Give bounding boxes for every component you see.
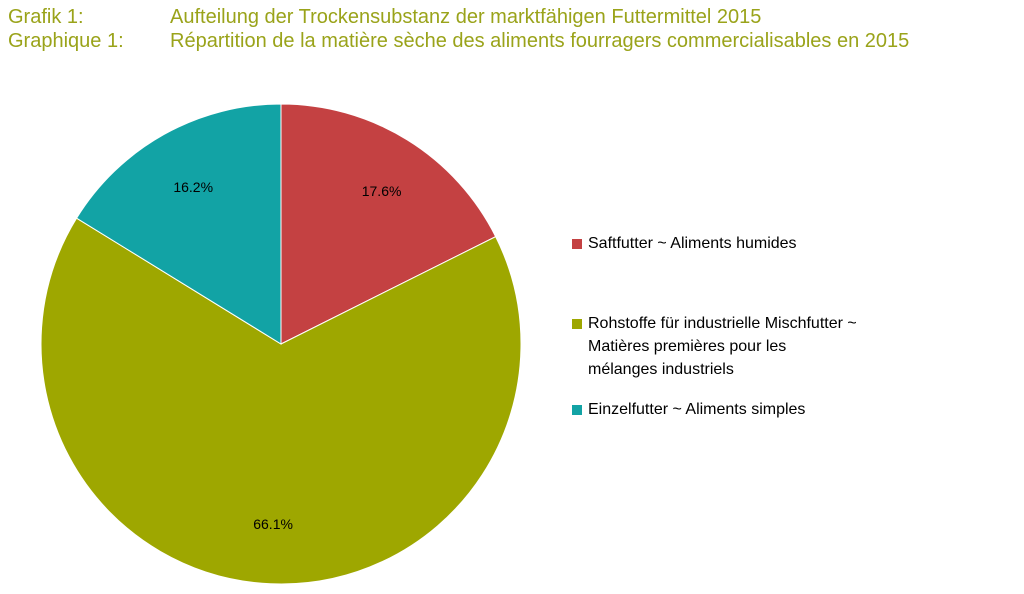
legend-swatch xyxy=(572,239,582,249)
pie-slice-3 xyxy=(75,103,282,345)
legend-label-line: Rohstoffe für industrielle Mischfutter ~ xyxy=(588,315,857,332)
pie-slice-1 xyxy=(280,103,497,345)
legend-label-line: Einzelfutter ~ Aliments simples xyxy=(588,401,806,418)
title-text-french: Répartition de la matière sèche des alim… xyxy=(170,30,910,52)
legend-label: Einzelfutter ~ Aliments simples xyxy=(588,398,908,421)
slice-value-label-3: 16.2% xyxy=(173,179,213,195)
legend-label-line: Matières premières pour les xyxy=(588,338,787,355)
legend-label-line: mélanges industriels xyxy=(588,361,734,378)
legend-label: Saftfutter ~ Aliments humides xyxy=(588,232,908,255)
legend-label-line: Saftfutter ~ Aliments humides xyxy=(588,235,797,252)
legend-swatch xyxy=(572,319,582,329)
slice-value-label-2: 66.1% xyxy=(253,516,293,532)
slice-value-label-1: 17.6% xyxy=(362,183,402,199)
title-label-german: Grafik 1: xyxy=(8,6,84,28)
title-text-german: Aufteilung der Trockensubstanz der markt… xyxy=(170,6,762,28)
chart-title-german: Grafik 1: Aufteilung der Trockensubstanz… xyxy=(8,5,1018,29)
legend-swatch xyxy=(572,405,582,415)
chart-title-french: Graphique 1: Répartition de la matière s… xyxy=(8,29,1018,53)
legend-label: Rohstoffe für industrielle Mischfutter ~… xyxy=(588,312,908,381)
title-label-french: Graphique 1: xyxy=(8,30,124,52)
pie-slice-2 xyxy=(40,217,522,585)
